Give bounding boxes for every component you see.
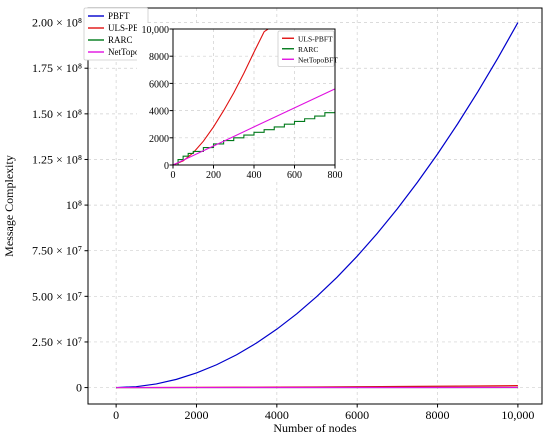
main-y-tick-label: 2.00 × 10⁸ xyxy=(32,16,82,30)
y-axis-label: Message Complexity xyxy=(2,155,16,257)
x-axis-label: Number of nodes xyxy=(273,421,357,435)
inset-series-nettopobft xyxy=(173,88,335,165)
inset-series-rarc xyxy=(173,110,335,165)
main-y-tick-label: 1.75 × 10⁸ xyxy=(32,61,82,75)
inset-series xyxy=(173,29,335,165)
inset-legend-label-uls-pbft: ULS-PBFT xyxy=(298,34,333,43)
main-legend-label-pbft: PBFT xyxy=(108,11,130,21)
main-x-tick-label: 0 xyxy=(113,408,119,422)
main-x-tick-label: 8000 xyxy=(426,408,450,422)
inset-y-tick-label: 6000 xyxy=(149,79,169,90)
inset-x-tick-label: 200 xyxy=(206,170,221,181)
inset-legend-box xyxy=(277,30,335,67)
main-x-tick-label: 2000 xyxy=(184,408,208,422)
main-legend-label-nettopobft: NetTopoBFT xyxy=(108,47,156,57)
inset-x-tick-label: 800 xyxy=(328,170,343,181)
inset-y-tick-label: 8000 xyxy=(149,52,169,63)
main-legend-label-uls-pbft: ULS-PBFT xyxy=(108,23,150,33)
main-legend-label-rarc: RARC xyxy=(108,35,133,45)
inset-y-tick-label: 10,000 xyxy=(142,25,170,36)
main-y-tick-label: 7.50 × 10⁷ xyxy=(32,244,82,258)
main-x-tick-label: 10,000 xyxy=(501,408,534,422)
inset-y-tick-label: 0 xyxy=(164,161,169,172)
main-plot-frame xyxy=(87,7,543,405)
inset-y-tick-label: 4000 xyxy=(149,107,169,118)
main-y-tick-label: 2.50 × 10⁷ xyxy=(32,335,82,349)
main-y-tick-label: 5.00 × 10⁷ xyxy=(32,289,82,303)
inset-legend-label-rarc: RARC xyxy=(298,45,318,54)
inset-legend-label-nettopobft: NetTopoBFT xyxy=(298,55,338,64)
inset-y-tick-label: 2000 xyxy=(149,134,169,145)
main-series-pbft xyxy=(116,22,519,389)
main-x-tick-label: 4000 xyxy=(265,408,289,422)
main-y-tick-label: 1.50 × 10⁸ xyxy=(32,107,82,121)
inset-x-tick-label: 600 xyxy=(287,170,302,181)
inset-x-tick-label: 400 xyxy=(247,170,262,181)
main-x-tick-label: 6000 xyxy=(345,408,369,422)
inset-x-tick-label: 0 xyxy=(171,170,176,181)
inset-series-uls-pbft xyxy=(173,29,269,165)
main-series xyxy=(116,22,519,389)
main-legend: PBFT ULS-PBFT RARC NetTopoBFT xyxy=(83,7,156,61)
main-y-tick-label: 10⁸ xyxy=(66,198,82,212)
main-y-tick-label: 0 xyxy=(76,381,82,395)
main-y-tick-label: 1.25 × 10⁸ xyxy=(32,152,82,166)
